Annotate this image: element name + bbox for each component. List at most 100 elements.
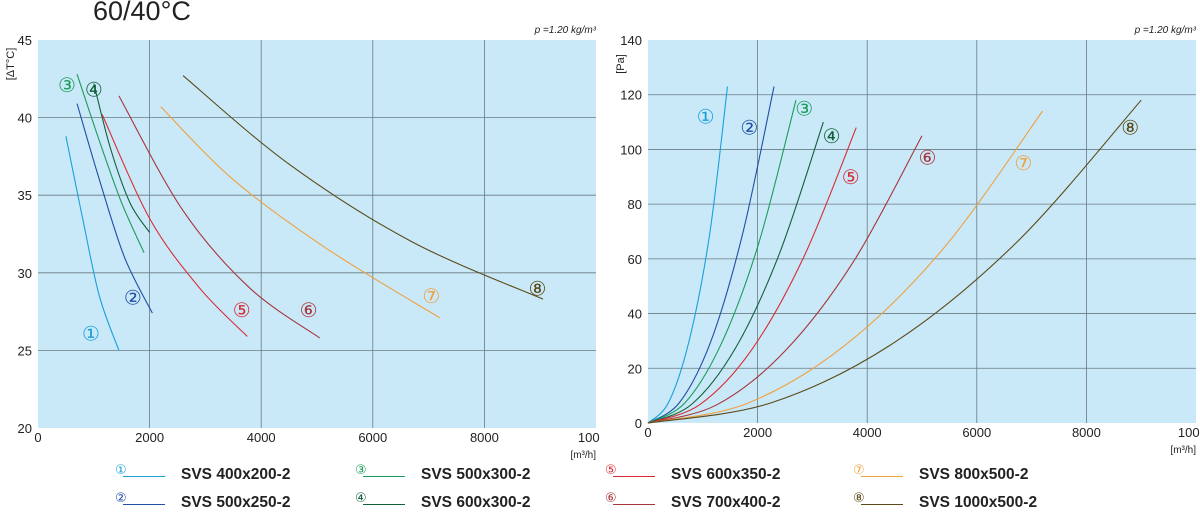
series-line [65, 136, 120, 351]
series-line [647, 86, 775, 424]
series-line [93, 83, 151, 233]
series-line [647, 135, 923, 424]
series-marker: ④ [85, 78, 103, 102]
series-marker: ⑥ [919, 146, 937, 170]
legend-label: SVS 400x200-2 [181, 466, 291, 483]
legend-marker: ④ [355, 491, 367, 506]
legend-marker: ① [115, 463, 127, 478]
legend-item: ④ SVS 600x300-2 [355, 492, 530, 514]
y-tick-label: 60 [628, 252, 642, 267]
x-axis-label: [m³/h] [570, 450, 596, 460]
x-tick-label: 8000 [470, 430, 499, 445]
series-marker: ② [740, 116, 758, 140]
legend-item: ⑥ SVS 700x400-2 [605, 492, 780, 514]
y-axis-label: [Pa] [615, 54, 627, 74]
x-tick-label: 6000 [962, 425, 991, 440]
legend-label: SVS 600x300-2 [421, 494, 531, 511]
series-marker: ⑦ [422, 284, 440, 308]
legend-item: ② SVS 500x250-2 [115, 492, 290, 514]
chart-pressure: 0 2000 4000 6000 8000 10000 0 20 40 60 80 100 120 140… [615, 25, 1200, 456]
chart-temperature: 0 2000 4000 6000 8000 10000 20 25 30 35 40 45 [m³/h]… [5, 25, 600, 460]
x-tick-label: 2000 [135, 430, 164, 445]
x-axis-label: [m³/h] [1170, 445, 1196, 456]
series-line [182, 75, 544, 300]
y-tick-label: 0 [635, 416, 642, 431]
y-tick-label: 25 [18, 343, 32, 358]
legend-line [861, 504, 903, 505]
legend-label: SVS 500x250-2 [181, 494, 291, 511]
x-tick-label: 4000 [247, 430, 276, 445]
legend-line [613, 504, 655, 505]
legend-marker: ⑧ [853, 491, 865, 506]
chart-title: 60/40°C [93, 0, 191, 26]
legend-line [861, 476, 903, 477]
x-tick-label: 6000 [358, 430, 387, 445]
legend-label: SVS 600x350-2 [671, 466, 781, 483]
x-tick-label: 0 [34, 430, 41, 445]
series-marker: ④ [823, 124, 841, 148]
x-tick-label: 2000 [743, 425, 772, 440]
series-marker: ② [124, 286, 142, 310]
series-marker: ⑧ [1121, 116, 1139, 140]
plot-area [648, 40, 1196, 423]
legend-line [613, 476, 655, 477]
legend-label: SVS 500x300-2 [421, 466, 531, 483]
y-tick-label: 20 [628, 361, 642, 376]
series-line [118, 95, 321, 339]
legend-item: ⑦ SVS 800x500-2 [853, 464, 1028, 486]
legend-line [123, 476, 165, 477]
y-tick-label: 120 [620, 88, 642, 103]
y-tick-label: 100 [620, 142, 642, 157]
series-marker: ⑧ [528, 276, 546, 300]
series-marker: ⑥ [300, 298, 318, 322]
y-tick-label: 30 [18, 266, 32, 281]
y-tick-label: 40 [628, 307, 642, 322]
series-line [76, 103, 153, 314]
legend-line [123, 504, 165, 505]
series-marker: ③ [795, 96, 813, 120]
series-line [647, 127, 857, 424]
series-marker: ① [697, 105, 715, 129]
legend-marker: ② [115, 491, 127, 506]
series-line [647, 99, 1142, 424]
x-tick-label: 8000 [1072, 425, 1101, 440]
legend-marker: ⑤ [605, 463, 617, 478]
legend-marker: ⑦ [853, 463, 865, 478]
y-axis-label: [ΔT°C] [5, 48, 17, 81]
legend-label: SVS 800x500-2 [919, 466, 1029, 483]
series-line [160, 106, 441, 319]
legend-item: ⑧ SVS 1000x500-2 [853, 492, 1037, 514]
legend-item: ③ SVS 500x300-2 [355, 464, 530, 486]
series-line [76, 73, 145, 253]
legend-line [363, 504, 405, 505]
series-line [647, 121, 824, 424]
y-tick-label: 140 [620, 33, 642, 48]
legend-item: ① SVS 400x200-2 [115, 464, 290, 486]
series-line [647, 86, 729, 424]
series-marker: ③ [58, 73, 76, 97]
y-tick-label: 45 [18, 33, 32, 48]
x-tick-label: 10000 [1178, 425, 1200, 440]
legend-label: SVS 700x400-2 [671, 494, 781, 511]
series-marker: ① [82, 321, 100, 345]
x-tick-label: 4000 [853, 425, 882, 440]
series-line [101, 114, 248, 337]
y-tick-label: 35 [18, 188, 32, 203]
legend-marker: ③ [355, 463, 367, 478]
legend-line [363, 476, 405, 477]
legend-label: SVS 1000x500-2 [919, 494, 1038, 511]
series-marker: ⑦ [1014, 151, 1032, 175]
x-tick-label: 0 [644, 425, 651, 440]
legend-marker: ⑥ [605, 491, 617, 506]
legend-item: ⑤ SVS 600x350-2 [605, 464, 780, 486]
series-marker: ⑤ [233, 298, 251, 322]
legend: ① SVS 400x200-2 ② SVS 500x250-2 ③ SVS 50… [0, 460, 1200, 512]
series-line [647, 110, 1044, 424]
y-tick-label: 20 [18, 421, 32, 436]
plot-area [38, 40, 596, 428]
x-tick-label: 10000 [578, 430, 600, 445]
series-marker: ⑤ [842, 165, 860, 189]
y-tick-label: 80 [628, 197, 642, 212]
series-line [647, 100, 797, 424]
y-tick-label: 40 [18, 111, 32, 126]
